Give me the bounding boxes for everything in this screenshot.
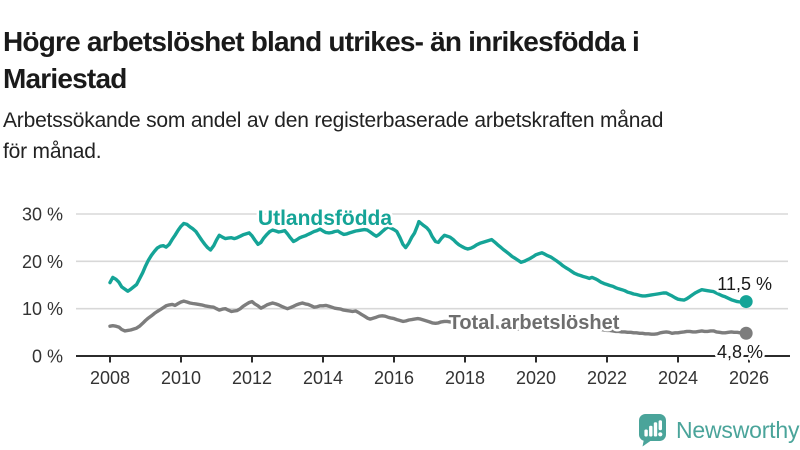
y-tick-label-20: 20 % xyxy=(22,252,63,272)
logo-exclamation-dot xyxy=(658,432,663,437)
newsworthy-wordmark: Newsworthy xyxy=(676,416,800,443)
x-tick-label-2018: 2018 xyxy=(445,368,485,388)
page-title-line2: Mariestad xyxy=(3,62,127,94)
page-subtitle: Arbetssökande som andel av den registerb… xyxy=(3,105,797,167)
x-tick-label-2008: 2008 xyxy=(90,368,130,388)
unemployment-line-chart: 0 % 10 % 20 % 30 % 2008 2010 2012 2014 2016 2018… xyxy=(22,205,790,388)
series-label-1: Total arbetslöshet xyxy=(449,312,620,334)
x-tick-label-2016: 2016 xyxy=(374,368,414,388)
series-labels: Utlandsfödda Total arbetslöshet xyxy=(255,205,622,337)
x-axis xyxy=(76,355,790,363)
x-axis-labels: 2008 2010 2012 2014 2016 2018 2020 2022 2024 2026 xyxy=(90,368,769,388)
gridlines xyxy=(76,213,788,310)
x-tick-label-2020: 2020 xyxy=(516,368,556,388)
series-lines xyxy=(108,219,753,340)
logo-bar-1 xyxy=(644,429,648,437)
series-end-dot-1 xyxy=(739,326,753,340)
series-label-0: Utlandsfödda xyxy=(258,207,392,230)
series-line-1 xyxy=(108,299,748,336)
logo-bubble-tail xyxy=(642,439,653,447)
end-value-labels: 11,5 % 4,8 % xyxy=(714,272,774,365)
y-tick-label-10: 10 % xyxy=(22,299,63,319)
x-tick-label-2014: 2014 xyxy=(303,368,343,388)
x-tick-label-2026: 2026 xyxy=(729,368,769,388)
newsworthy-bar-chart-speech-bubble-icon xyxy=(639,414,666,447)
logo-bar-3 xyxy=(653,422,658,437)
y-axis-labels: 0 % 10 % 20 % 30 % xyxy=(22,205,63,367)
page-title: Högre arbetslöshet bland utrikes- än inr… xyxy=(3,23,797,97)
x-tick-label-2022: 2022 xyxy=(587,368,627,388)
logo-exclamation-bar xyxy=(658,420,662,431)
end-value-label-0: 11,5 % xyxy=(717,274,772,294)
y-tick-label-0: 0 % xyxy=(32,347,63,367)
page-subtitle-line2: för månad. xyxy=(3,140,102,163)
series-line-0 xyxy=(108,219,748,305)
x-tick-label-2012: 2012 xyxy=(232,368,272,388)
page-title-line1: Högre arbetslöshet bland utrikes- än inr… xyxy=(3,25,640,57)
page-subtitle-line1: Arbetssökande som andel av den registerb… xyxy=(3,109,664,132)
logo-bar-2 xyxy=(649,425,653,437)
newsworthy-logo: Newsworthy xyxy=(638,412,799,448)
end-value-label-1: 4,8 % xyxy=(717,342,763,362)
x-tick-label-2024: 2024 xyxy=(658,368,698,388)
series-end-dot-0 xyxy=(739,295,753,309)
x-tick-label-2010: 2010 xyxy=(161,368,201,388)
y-tick-label-30: 30 % xyxy=(22,205,63,225)
